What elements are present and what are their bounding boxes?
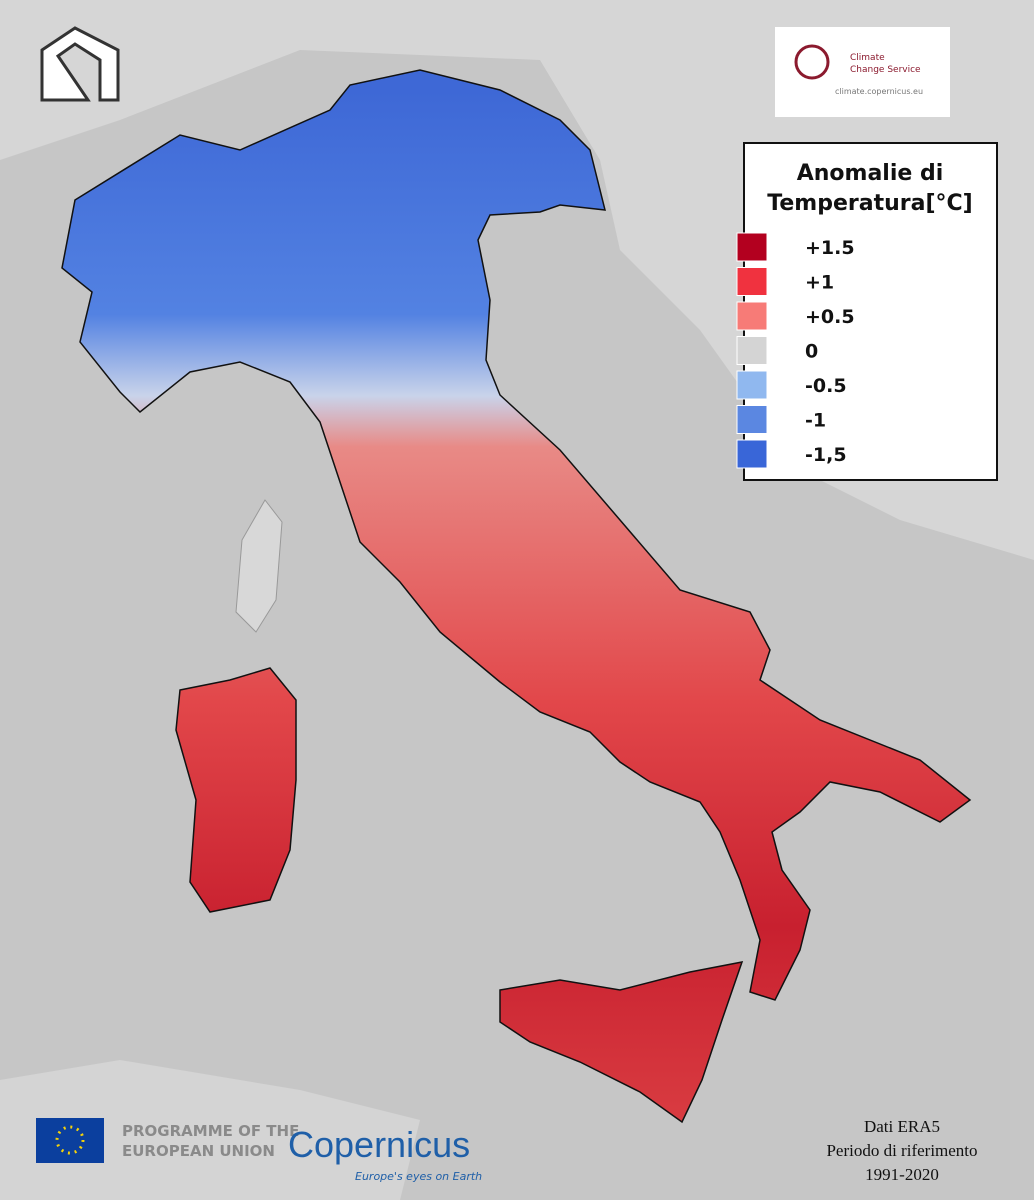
legend-label: -1,5: [805, 444, 847, 466]
programme-text: EUROPEAN UNION: [122, 1142, 275, 1160]
source-text: 1991-2020: [865, 1165, 939, 1184]
logo-name: Climate: [850, 53, 885, 63]
programme-text: PROGRAMME OF THE: [122, 1122, 299, 1140]
copernicus-tagline: Europe's eyes on Earth: [355, 1170, 482, 1183]
legend-label: +0.5: [805, 306, 855, 328]
legend-swatch: [736, 370, 768, 400]
legend-swatch: [736, 405, 768, 434]
logo-name: Change Service: [850, 65, 921, 75]
source-text: Dati ERA5: [864, 1117, 940, 1136]
legend-swatch: [736, 439, 768, 469]
italy-mainland: [61, 69, 972, 1001]
legend-swatch: [736, 336, 768, 365]
sardinia: [175, 667, 297, 913]
logo-box: [775, 27, 950, 117]
eu-flag: [36, 1118, 104, 1163]
sicily: [499, 961, 744, 1124]
legend-swatch: [736, 232, 768, 262]
source-text: Periodo di riferimento: [826, 1141, 977, 1160]
legend-label: +1.5: [805, 237, 855, 259]
site-logo: [40, 26, 120, 102]
legend-box: [743, 142, 998, 481]
legend-label: -1: [805, 410, 826, 432]
legend-title: Anomalie di: [797, 161, 944, 186]
corsica: [235, 499, 283, 633]
copernicus-name: Copernicus: [288, 1124, 470, 1165]
legend-label: -0.5: [805, 375, 847, 397]
legend-title: Temperatura[°C]: [767, 191, 972, 216]
land-africa: [0, 1060, 420, 1200]
eu-stars: [55, 1125, 85, 1155]
logo-url: climate.copernicus.eu: [835, 87, 923, 96]
logo-icon: [794, 44, 830, 80]
legend-label: 0: [805, 341, 818, 363]
legend-swatch: [736, 301, 768, 331]
legend-label: +1: [805, 272, 834, 294]
legend-swatch: [736, 267, 768, 296]
